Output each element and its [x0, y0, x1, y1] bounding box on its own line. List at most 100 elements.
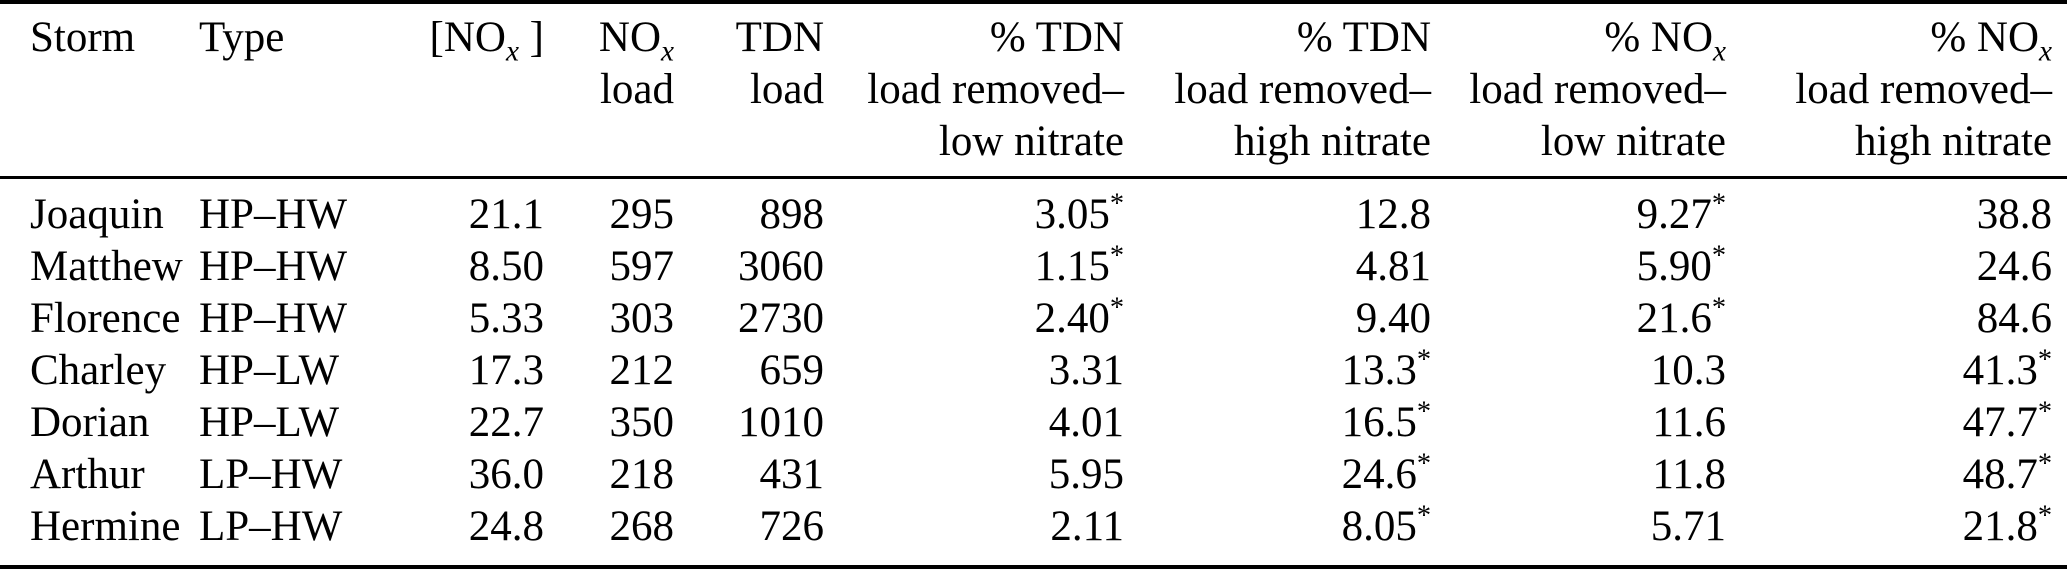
cell-pct-tdn-high: 8.05* [1125, 501, 1432, 569]
header-line: % TDN [1296, 14, 1431, 61]
header-line: load removed– [1469, 66, 1726, 113]
cell-nox-conc: 17.3 [468, 347, 544, 394]
column-header-type: Type [198, 0, 390, 179]
cell-nox-load: 218 [609, 451, 675, 498]
header-line: high nitrate [1854, 118, 2052, 165]
table-row: Joaquin HP–HW 21.1 295 898 3.05* 12.8 9.27* 38.8 [0, 178, 2067, 242]
header-line: high nitrate [1233, 118, 1431, 165]
cell-pct-tdn-high: 13.3* [1341, 344, 1431, 394]
cell-pct-nox-high: 21.8* [1727, 501, 2067, 569]
cell-pct-tdn-high: 24.6* [1341, 448, 1431, 498]
cell-pct-nox-low: 10.3 [1650, 347, 1726, 394]
cell-pct-tdn-low: 2.40* [1034, 292, 1124, 342]
table-row: Arthur LP–HW 36.0 218 431 5.95 24.6* 11.8 48.7* [0, 449, 2067, 501]
cell-tdn-load: 431 [759, 451, 825, 498]
cell-nox-load: 597 [609, 243, 675, 290]
header-line: % NOx [1930, 14, 2052, 68]
cell-nox-conc: 5.33 [468, 295, 544, 342]
cell-pct-nox-low: 11.6 [1652, 399, 1726, 446]
column-header-pct-tdn-low: % TDN load removed– low nitrate [825, 0, 1125, 179]
cell-nox-load: 303 [609, 295, 675, 342]
cell-type: HP–LW [199, 347, 340, 394]
cell-nox-conc: 36.0 [468, 451, 544, 498]
header-line: Storm [30, 14, 136, 61]
table-row: Florence HP–HW 5.33 303 2730 2.40* 9.40 21.6* 84… [0, 293, 2067, 345]
header-line: % NOx [1604, 14, 1726, 68]
header-line: TDN [735, 14, 824, 61]
table-row: Matthew HP–HW 8.50 597 3060 1.15* 4.81 5.90* 24.… [0, 241, 2067, 293]
header-line: % TDN [989, 14, 1124, 61]
cell-pct-tdn-low: 3.31 [1048, 347, 1124, 394]
cell-pct-tdn-low: 5.95 [1048, 451, 1124, 498]
column-header-pct-nox-high: % NOx load removed– high nitrate [1727, 0, 2067, 179]
cell-type: HP–HW [199, 191, 348, 238]
header-line: low nitrate [938, 118, 1124, 165]
cell-tdn-load: 2730 [738, 295, 824, 342]
header-line: load removed– [1174, 66, 1431, 113]
cell-type: LP–HW [198, 501, 390, 569]
header-row: Storm Type [NOx ] NOx load TDN load% TDN load r… [0, 0, 2067, 179]
cell-pct-nox-high: 84.6 [1976, 295, 2052, 342]
cell-pct-nox-high: 48.7* [1962, 448, 2052, 498]
cell-storm: Joaquin [30, 191, 164, 238]
table-body: Joaquin HP–HW 21.1 295 898 3.05* 12.8 9.27* 38.8… [0, 178, 2067, 569]
table-row: Hermine LP–HW 24.8 268 726 2.11 8.05* 5.71 21.8* [0, 501, 2067, 569]
cell-pct-nox-high: 41.3* [1962, 344, 2052, 394]
table-header: Storm Type [NOx ] NOx load TDN load% TDN load r… [0, 0, 2067, 179]
cell-pct-nox-low: 5.71 [1432, 501, 1727, 569]
cell-storm: Florence [30, 295, 181, 342]
header-line: NOx [598, 14, 674, 68]
cell-storm: Arthur [30, 451, 145, 498]
cell-nox-conc: 8.50 [468, 243, 544, 290]
table-row: Charley HP–LW 17.3 212 659 3.31 13.3* 10.3 41.3* [0, 345, 2067, 397]
cell-pct-tdn-high: 12.8 [1355, 191, 1431, 238]
header-line: load [599, 66, 674, 113]
column-header-tdn-load: TDN load [675, 0, 825, 179]
cell-pct-tdn-high: 4.81 [1355, 243, 1431, 290]
cell-storm: Matthew [30, 243, 183, 290]
header-line: Type [199, 14, 285, 61]
cell-tdn-load: 898 [759, 191, 825, 238]
cell-pct-tdn-high: 16.5* [1341, 396, 1431, 446]
cell-type: HP–LW [199, 399, 340, 446]
cell-type: LP–HW [199, 451, 343, 498]
header-line: load removed– [1795, 66, 2052, 113]
cell-tdn-load: 1010 [738, 399, 824, 446]
cell-tdn-load: 3060 [738, 243, 824, 290]
cell-storm: Hermine [0, 501, 198, 569]
cell-pct-tdn-low: 3.05* [1034, 188, 1124, 238]
cell-pct-nox-low: 5.90* [1636, 240, 1726, 290]
cell-pct-tdn-low: 1.15* [1034, 240, 1124, 290]
cell-nox-load: 295 [609, 191, 675, 238]
cell-nox-conc: 21.1 [468, 191, 544, 238]
column-header-nox-load: NOx load [545, 0, 675, 179]
cell-type: HP–HW [199, 243, 348, 290]
cell-pct-nox-high: 47.7* [1962, 396, 2052, 446]
header-line: [NOx ] [429, 14, 545, 68]
table-row: Dorian HP–LW 22.7 350 1010 4.01 16.5* 11.6 47.7* [0, 397, 2067, 449]
cell-tdn-load: 659 [759, 347, 825, 394]
cell-nox-load: 212 [609, 347, 675, 394]
cell-nox-conc: 24.8 [390, 501, 545, 569]
header-line: load removed– [867, 66, 1124, 113]
cell-pct-tdn-high: 9.40 [1355, 295, 1431, 342]
cell-nox-load: 350 [609, 399, 675, 446]
cell-storm: Dorian [30, 399, 150, 446]
cell-nox-load: 268 [545, 501, 675, 569]
column-header-storm: Storm [0, 0, 198, 179]
cell-pct-nox-low: 11.8 [1652, 451, 1726, 498]
column-header-pct-tdn-high: % TDN load removed– high nitrate [1125, 0, 1432, 179]
cell-pct-nox-low: 9.27* [1636, 188, 1726, 238]
cell-pct-nox-high: 38.8 [1976, 191, 2052, 238]
cell-storm: Charley [30, 347, 167, 394]
header-line: low nitrate [1540, 118, 1726, 165]
cell-type: HP–HW [199, 295, 348, 342]
cell-tdn-load: 726 [675, 501, 825, 569]
cell-pct-tdn-low: 4.01 [1048, 399, 1124, 446]
column-header-pct-nox-low: % NOx load removed– low nitrate [1432, 0, 1727, 179]
header-line: load [749, 66, 824, 113]
cell-pct-nox-low: 21.6* [1636, 292, 1726, 342]
cell-nox-conc: 22.7 [468, 399, 544, 446]
